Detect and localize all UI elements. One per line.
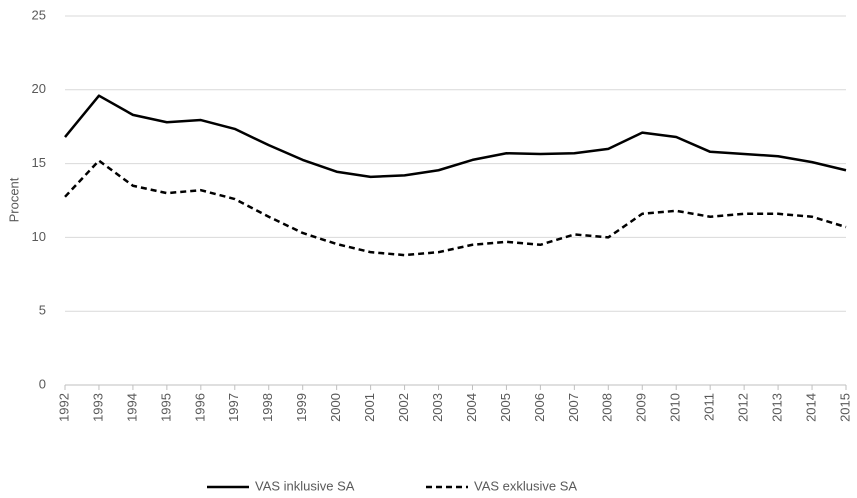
x-tick-label: 2007 (566, 393, 581, 422)
x-tick-label: 2001 (362, 393, 377, 422)
x-tick-label: 1997 (226, 393, 241, 422)
x-tick-label: 2014 (803, 393, 818, 422)
x-tick-label: 1998 (260, 393, 275, 422)
line-series (64, 94, 847, 179)
x-tick-label: 2000 (328, 393, 343, 422)
x-tick-label: 1996 (192, 393, 207, 422)
x-tick-label: 2005 (498, 393, 513, 422)
y-tick-label: 0 (39, 376, 46, 391)
x-tick-label: 2008 (600, 393, 615, 422)
y-tick-label: 10 (32, 229, 46, 244)
line-series (64, 159, 847, 257)
y-axis-label: Procent (6, 177, 21, 222)
x-tick-label: 2013 (770, 393, 785, 422)
x-tick-label: 2003 (430, 393, 445, 422)
y-tick-label: 5 (39, 303, 46, 318)
x-tick-label: 1995 (158, 393, 173, 422)
legend-label: VAS exklusive SA (474, 478, 577, 493)
x-tick-label: 2011 (702, 393, 717, 421)
legend-label: VAS inklusive SA (255, 478, 355, 493)
x-tick-label: 1993 (90, 393, 105, 422)
y-tick-label: 15 (32, 155, 46, 170)
x-tick-label: 2010 (668, 393, 683, 422)
x-tick-label: 1994 (124, 393, 139, 422)
x-tick-label: 2012 (736, 393, 751, 422)
x-tick-label: 2006 (532, 393, 547, 422)
x-tick-label: 2009 (634, 393, 649, 422)
y-tick-label: 25 (32, 7, 46, 22)
x-tick-label: 2004 (464, 393, 479, 422)
x-tick-label: 1992 (56, 393, 71, 422)
y-tick-label: 20 (32, 81, 46, 96)
x-tick-label: 2002 (396, 393, 411, 422)
x-tick-label: 1999 (294, 393, 309, 422)
x-tick-label: 2015 (837, 393, 852, 422)
